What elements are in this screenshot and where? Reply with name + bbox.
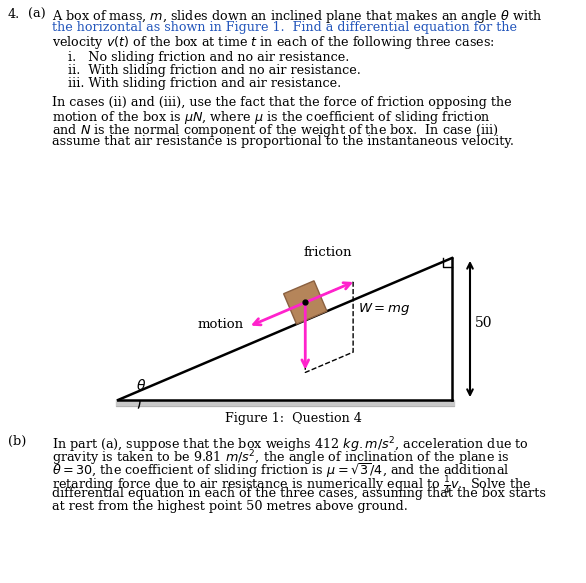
Text: iii. With sliding friction and air resistance.: iii. With sliding friction and air resis… — [68, 77, 341, 90]
Text: (b): (b) — [8, 435, 26, 448]
Text: gravity is taken to be 9.81 $m/s^2$, the angle of inclination of the plane is: gravity is taken to be 9.81 $m/s^2$, the… — [52, 448, 510, 468]
Text: differential equation in each of the three cases, assuming that the box starts: differential equation in each of the thr… — [52, 487, 546, 500]
Text: ii.  With sliding friction and no air resistance.: ii. With sliding friction and no air res… — [68, 64, 361, 77]
Text: $W = mg$: $W = mg$ — [358, 301, 410, 317]
Polygon shape — [284, 281, 327, 324]
Text: and $N$ is the normal component of the weight of the box.  In case (iii): and $N$ is the normal component of the w… — [52, 122, 499, 139]
Text: Figure 1:  Question 4: Figure 1: Question 4 — [224, 412, 362, 425]
Text: 4.: 4. — [8, 8, 21, 21]
Text: In part (a), suppose that the box weighs 412 $kg.m/s^2$, acceleration due to: In part (a), suppose that the box weighs… — [52, 435, 529, 455]
Text: (a): (a) — [28, 8, 46, 21]
Text: A box of mass, $m$, slides down an inclined plane that makes an angle $\theta$ w: A box of mass, $m$, slides down an incli… — [52, 8, 542, 25]
Text: $\theta = 30$, the coefficient of sliding friction is $\mu = \sqrt{3}/4$, and th: $\theta = 30$, the coefficient of slidin… — [52, 461, 509, 480]
Text: at rest from the highest point 50 metres above ground.: at rest from the highest point 50 metres… — [52, 500, 408, 513]
Text: In cases (ii) and (iii), use the fact that the force of friction opposing the: In cases (ii) and (iii), use the fact th… — [52, 96, 512, 109]
Text: i.   No sliding friction and no air resistance.: i. No sliding friction and no air resist… — [68, 51, 349, 64]
Text: assume that air resistance is proportional to the instantaneous velocity.: assume that air resistance is proportion… — [52, 135, 514, 148]
Text: retarding force due to air resistance is numerically equal to $\frac{1}{4}v$.  S: retarding force due to air resistance is… — [52, 474, 532, 496]
Text: the horizontal as shown in Figure 1.  Find a differential equation for the: the horizontal as shown in Figure 1. Fin… — [52, 21, 517, 34]
Text: 50: 50 — [475, 316, 492, 330]
Text: velocity $v(t)$ of the box at time $t$ in each of the following three cases:: velocity $v(t)$ of the box at time $t$ i… — [52, 34, 495, 51]
Text: motion: motion — [197, 318, 243, 331]
Text: $\theta$: $\theta$ — [136, 378, 146, 393]
Text: motion of the box is $\mu N$, where $\mu$ is the coefficient of sliding friction: motion of the box is $\mu N$, where $\mu… — [52, 109, 490, 126]
Text: friction: friction — [304, 246, 352, 259]
